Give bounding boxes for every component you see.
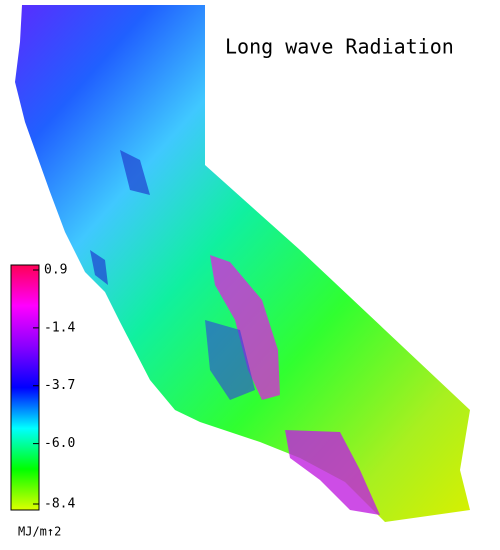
colorbar-unit: MJ/m↑2 <box>18 525 61 539</box>
california-shape <box>15 5 470 522</box>
map-title: Long wave Radiation <box>225 35 454 59</box>
colorbar-fill <box>10 264 40 511</box>
colorbar-tick-label: -3.7 <box>44 378 75 393</box>
colorbar-tick-label: -8.4 <box>44 497 75 512</box>
sierra-blue <box>205 320 255 400</box>
coast-blue <box>90 150 150 285</box>
colorbar <box>10 264 40 511</box>
colorbar-tick-label: 0.9 <box>44 263 67 278</box>
colorbar-tick-label: -1.4 <box>44 320 75 335</box>
sierra-highlight <box>210 255 280 400</box>
south-highlight <box>285 430 380 515</box>
colorbar-tick-label: -6.0 <box>44 436 75 451</box>
